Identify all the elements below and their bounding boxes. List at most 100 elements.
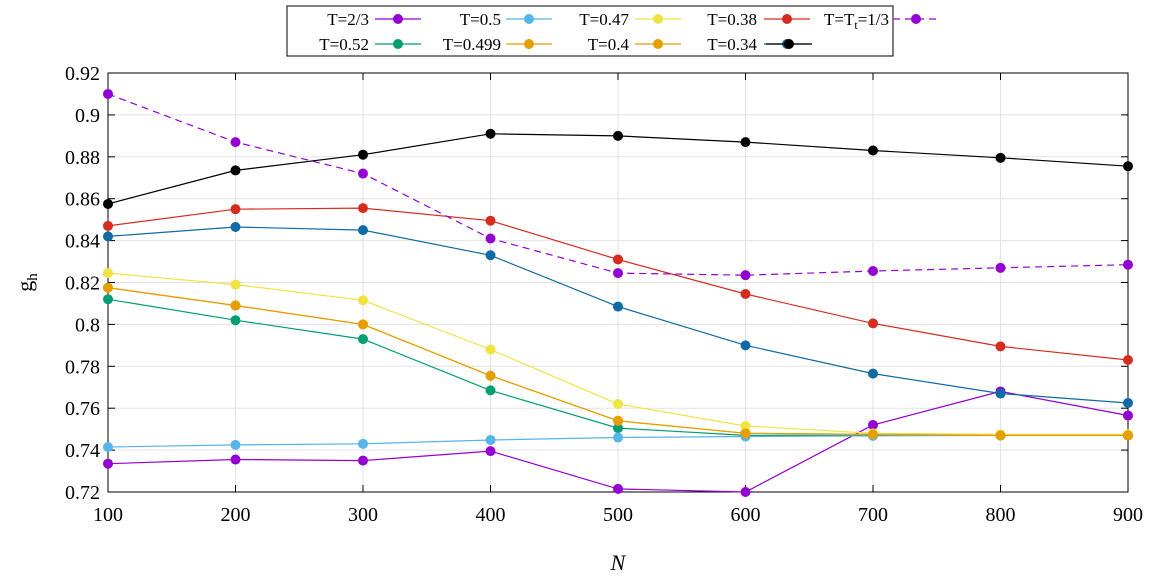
- legend-label-main: T=0.34: [707, 35, 757, 54]
- legend-sample-point: [393, 14, 403, 24]
- legend-item: T=0.38: [707, 10, 810, 29]
- data-point: [1123, 355, 1133, 366]
- data-point: [740, 270, 751, 281]
- data-point: [358, 455, 368, 466]
- legend-item: [766, 39, 812, 49]
- data-point: [358, 438, 368, 449]
- legend-label-sub: t: [854, 18, 858, 32]
- y-axis-label-main: g: [12, 281, 37, 292]
- data-point: [103, 231, 113, 242]
- series-black: [103, 128, 1133, 209]
- data-point: [1123, 430, 1133, 441]
- data-point: [1123, 161, 1133, 172]
- legend-label-main: T=0.38: [707, 10, 757, 29]
- legend-item: T=2/3: [327, 10, 421, 29]
- data-point: [358, 334, 368, 345]
- data-point: [613, 483, 623, 494]
- data-point: [485, 128, 496, 139]
- legend-sample-point: [784, 39, 794, 49]
- data-point: [613, 432, 623, 443]
- y-tick-label: 0.9: [75, 105, 100, 127]
- data-point: [103, 88, 113, 99]
- data-point: [868, 318, 878, 329]
- legend-sample-point: [782, 14, 792, 24]
- data-point: [230, 439, 241, 450]
- data-point: [103, 282, 113, 293]
- data-point: [358, 225, 368, 236]
- data-point: [103, 458, 113, 469]
- x-tick-label: 400: [476, 504, 506, 526]
- data-point: [358, 203, 368, 214]
- legend-item: T=0.499: [443, 35, 552, 54]
- data-point: [103, 198, 113, 209]
- data-point: [358, 149, 368, 160]
- x-tick-label: 200: [221, 504, 251, 526]
- data-point: [868, 265, 878, 276]
- legend-sample-point: [653, 14, 663, 24]
- data-point: [485, 344, 496, 355]
- series-T-Tt-1-3: [103, 88, 1133, 281]
- data-point: [485, 233, 496, 244]
- data-point: [995, 262, 1006, 273]
- legend: T=2/3 T=0.52 T=0.5 T=0.499 T=0.47 T=0.4 T=0.38…: [286, 5, 939, 57]
- data-point: [868, 429, 878, 440]
- legend-label-main: T=T: [824, 10, 855, 29]
- data-point: [995, 152, 1006, 163]
- series-T-0-34: [103, 221, 1133, 408]
- data-point: [230, 165, 241, 176]
- data-point: [613, 415, 623, 426]
- x-tick-label: 600: [731, 504, 761, 526]
- legend-label: T=0.4: [588, 35, 630, 54]
- legend-sample-point: [524, 39, 534, 49]
- data-point: [485, 370, 496, 381]
- y-axis-label-sub: h: [25, 273, 41, 281]
- data-point: [1123, 410, 1133, 421]
- y-tick-label: 0.72: [65, 482, 100, 504]
- data-point: [740, 289, 751, 300]
- data-point: [613, 301, 623, 312]
- data-point: [613, 399, 623, 410]
- y-tick-label: 0.78: [65, 356, 100, 378]
- legend-sample-point: [653, 39, 663, 49]
- x-tick-label: 700: [858, 504, 888, 526]
- legend-label-main: T=0.4: [588, 35, 630, 54]
- data-point: [358, 319, 368, 330]
- data-point: [868, 145, 878, 156]
- data-point: [103, 441, 113, 452]
- data-point: [485, 435, 496, 446]
- axis-ticks: 100 200 300 400 500 600 700 800 900 0.72 0.74 0.76 0…: [65, 63, 1143, 526]
- y-tick-label: 0.76: [65, 398, 100, 420]
- data-point: [230, 454, 241, 465]
- series-layer: [103, 88, 1133, 497]
- data-point: [613, 130, 623, 141]
- data-point: [103, 294, 113, 305]
- data-point: [995, 388, 1006, 399]
- legend-label: T=0.499: [443, 35, 501, 54]
- data-point: [485, 446, 496, 457]
- legend-label: T=Tt=1/3: [824, 10, 889, 32]
- legend-item: T=0.52: [319, 35, 421, 54]
- data-point: [103, 268, 113, 279]
- series-T-0-4: [103, 282, 1133, 441]
- data-point: [613, 423, 623, 434]
- data-point: [613, 268, 623, 279]
- legend-item: T=0.4: [588, 35, 681, 54]
- data-point: [740, 340, 751, 351]
- data-point: [230, 300, 241, 311]
- data-point: [485, 385, 496, 396]
- x-tick-label: 100: [93, 504, 123, 526]
- legend-label-main: T=0.499: [443, 35, 501, 54]
- series-T-0-38: [103, 203, 1133, 366]
- data-point: [485, 215, 496, 226]
- legend-sample-point: [524, 14, 534, 24]
- data-point: [1123, 397, 1133, 408]
- data-point: [485, 250, 496, 261]
- x-axis-label: N: [610, 550, 627, 575]
- y-tick-label: 0.82: [65, 273, 100, 295]
- data-point: [230, 221, 241, 232]
- legend-label-main: T=0.5: [460, 10, 501, 29]
- legend-item: T=Tt=1/3: [824, 10, 939, 32]
- x-tick-label: 300: [348, 504, 378, 526]
- data-point: [868, 419, 878, 430]
